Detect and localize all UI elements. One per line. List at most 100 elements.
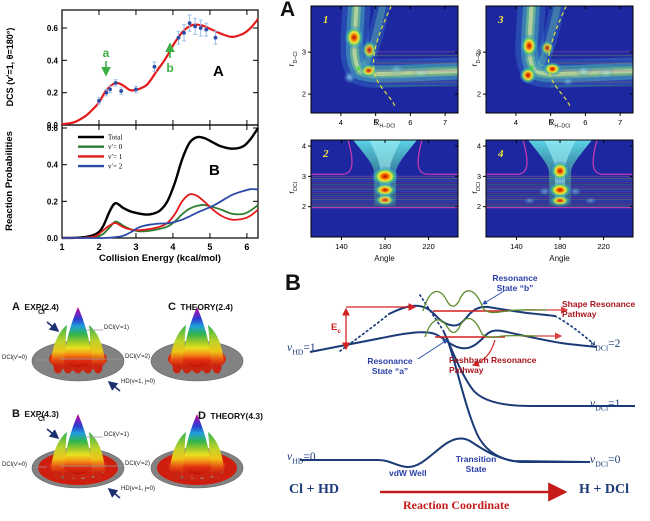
density-hotspot	[386, 62, 407, 75]
surface-condition: EXP(4.3)	[24, 409, 59, 419]
dcs-exp-point	[134, 87, 138, 92]
density-hotspot	[568, 186, 583, 197]
legend-label-v0: v′= 0	[108, 143, 123, 151]
cl-beam-arrow	[46, 428, 60, 440]
heatmap-bg	[486, 6, 633, 113]
axis-label-base: r	[470, 63, 480, 67]
y-tick-label: 2	[302, 202, 306, 211]
axis-label-sub: H–DCl	[554, 123, 571, 130]
label-dcl-v1: DCl(v′=1)	[104, 432, 129, 438]
density-hotspot	[520, 33, 539, 58]
y-tick-label: 4	[302, 142, 306, 151]
label-cl-beam: Cl	[38, 309, 45, 316]
resonance-a-label: Resonance State “a”	[357, 356, 423, 376]
ridge-prong	[358, 6, 391, 72]
symbol-base: v	[590, 454, 596, 466]
label-hd-beam: HD(v=1, j=0)	[121, 486, 156, 492]
surface-b-title: B EXP(4.3)	[12, 404, 59, 422]
density-hotspot	[540, 39, 555, 56]
adiabat-upper-dotted-right	[554, 315, 596, 346]
panel-b-letter: B	[209, 162, 220, 179]
level-vdcl0: vDCl=0	[590, 454, 620, 468]
resonance-b-label: Resonance State “b”	[475, 273, 555, 293]
y-tick-label: 0.2	[47, 89, 59, 98]
x-tick-label: 7	[443, 118, 447, 127]
diabat-dotted	[419, 294, 444, 331]
axis-label-base: r	[470, 191, 480, 194]
main-peak	[183, 307, 211, 368]
axis-label-sub: DCl	[475, 181, 482, 191]
panel-energy-diagram: B	[285, 270, 650, 521]
x-axis-label: Collision Energy (kcal/mol)	[99, 253, 221, 264]
mep-dashed-line	[547, 6, 571, 107]
level-vdcl2: vDCl=2	[590, 338, 620, 352]
axis-label-base: Angle	[549, 254, 570, 263]
panel-wavepacket-heatmaps: A x 1 4 5 6 7 2 3 x 3 4 5 6 7 2 3 2 140 180 220 2 3 4 4 140 180 22…	[278, 0, 650, 272]
dcs-exp-point	[198, 26, 203, 30]
text-line: Resonance	[492, 273, 538, 283]
dcs-exp-point	[152, 64, 157, 69]
heatmap-frame	[485, 139, 634, 238]
x-tick-label: 7	[618, 118, 622, 127]
x-tick-label: 180	[379, 242, 392, 251]
x-tick-label: 3	[133, 242, 138, 252]
rp-curve-total	[61, 127, 260, 240]
label-dcl-v2: DCl(v′=2)	[125, 354, 150, 360]
symbol-base: v	[287, 451, 293, 463]
hd-beam-arrow	[107, 487, 121, 499]
dcs-exp-point	[176, 35, 181, 40]
axis-label-sub: DCl	[292, 181, 299, 191]
transition-state-label: Transition State	[445, 454, 507, 474]
x-tick-label: 5	[207, 242, 212, 252]
symbol-value: =1	[303, 342, 316, 354]
heatmap-content	[311, 140, 458, 237]
mep-dashed-line	[372, 6, 396, 107]
y-tick-label: 2	[477, 202, 481, 211]
reactants-label: Cl + HD	[289, 482, 339, 497]
x-tick-label: 4	[339, 118, 343, 127]
adiabat-upper	[388, 304, 556, 327]
dcs-surface-0	[31, 307, 125, 382]
surface-letter: C	[168, 301, 176, 313]
axis-label-sub: D–Cl	[292, 51, 299, 64]
y-tick-label: 0.4	[47, 56, 59, 65]
symbol-base: E	[331, 322, 338, 333]
text-line: Resonance	[367, 356, 413, 366]
main-peak	[183, 414, 211, 475]
main-peak	[64, 307, 92, 368]
heatmap-number: 4	[497, 148, 504, 160]
dcs-surface-2	[31, 414, 125, 489]
panel-b-letter: B	[285, 270, 301, 295]
panel-3d-dcs-surfaces: A EXP(2.4) C THEORY(2.4) B EXP(4.3) D TH…	[0, 275, 278, 521]
energy-diagram-svg	[300, 290, 635, 502]
legend-label-v2: v′= 2	[108, 163, 123, 171]
y-tick-label: 0.4	[47, 161, 59, 170]
y-tick-label: 0.0	[47, 234, 59, 243]
saddle-marker-x: x	[356, 64, 361, 73]
legend-label-v1: v′= 1	[108, 153, 123, 161]
feshbach-pathway-label: Feshbach Resonance Pathway	[449, 355, 536, 375]
vdw-well-label: vdW Well	[389, 468, 427, 478]
y-tick-label: 2	[477, 90, 481, 99]
contour-magenta	[417, 140, 458, 175]
contour-magenta	[311, 140, 353, 175]
density-hotspot	[574, 65, 593, 78]
ridge-prong	[533, 6, 566, 72]
axis-label-base: r	[287, 191, 297, 194]
y-tick-label: 3	[477, 48, 481, 57]
heatmap-frame	[310, 139, 459, 238]
label-hd-beam: HD(v=1, j=0)	[121, 379, 156, 385]
symbol-sub: DCl	[595, 403, 609, 413]
ground-curve	[300, 437, 591, 469]
text-line: Pathway	[449, 364, 484, 375]
y-tick-label: 3	[302, 48, 306, 57]
shape-pathway-label: Shape Resonance Pathway	[562, 299, 635, 319]
contour-magenta	[592, 140, 633, 175]
heatmap-frame	[310, 5, 459, 114]
y-tick-label: 0.0	[47, 121, 59, 130]
surface-letter: B	[12, 408, 20, 420]
rp-ylabel: Reaction Probabilities	[4, 131, 15, 231]
dcs-ylabel: DCS (v′=1, θ=180°)	[5, 28, 15, 107]
heatmap-number: 3	[497, 14, 504, 26]
annotation-a: a	[103, 46, 110, 60]
